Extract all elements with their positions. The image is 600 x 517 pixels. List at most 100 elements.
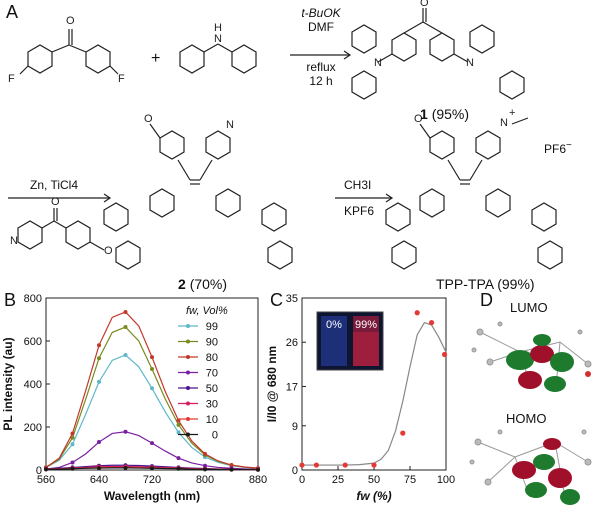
intensity-ratio-chart: 0 25 50 75 100 0 9 17 26 35 fw (%) I/I0 @ 680 nm 0% 9… [265,293,455,503]
pyridyl-ketone-structure [17,208,105,251]
series-point-99 [176,430,181,435]
step3-reagent-b: KPF6 [344,204,375,218]
series-point-0 [123,465,128,470]
y-tick-label: 35 [286,293,298,305]
step2-reagents: Zn, TiCl4 [30,178,79,192]
data-point [342,462,348,468]
legend-label-99: 99 [206,321,218,333]
panel-label-a: A [6,2,19,22]
y-tick-label: 200 [24,422,42,434]
plus-sign: + [151,50,161,67]
step1-temp: reflux [306,60,336,74]
svg-text:N: N [500,117,508,129]
x-tick-label: 75 [404,474,416,486]
product-label: TPP-TPA (99%) [436,276,535,292]
series-point-90 [97,356,101,361]
series-point-80 [203,451,207,456]
data-point [414,310,420,316]
y-tick-label: 26 [286,337,298,349]
series-point-0 [229,467,234,472]
series-point-0 [176,466,181,471]
data-point [429,319,435,326]
series-line-90 [45,326,259,469]
svg-text:O: O [51,196,60,208]
x-tick-label: 800 [196,474,214,486]
series-point-90 [70,435,75,440]
series-point-99 [97,379,101,384]
series-point-99 [150,386,154,391]
x-axis-label: fw (%) [356,489,391,503]
series-point-0 [203,467,207,472]
data-point [400,430,406,436]
x-tick-label: 880 [249,474,267,486]
y-axis-label: I/I0 @ 680 nm [265,346,279,422]
step1-reagents: t-BuOK DMF [296,6,346,34]
data-point [299,462,305,468]
svg-text:O: O [414,113,423,125]
x-tick-label: 640 [90,474,108,486]
step3-reagent-a: CH3I [344,178,372,192]
legend-label-30: 30 [206,399,218,411]
lumo-orbital-drawing [471,321,592,392]
legend-label-0: 0 [212,430,218,442]
compound-2-label: 2 (70%) [178,276,228,292]
series-point-80 [150,355,154,360]
svg-text:N: N [226,119,234,131]
x-tick-label: 720 [143,474,161,486]
legend-marker-99 [186,324,190,328]
series-point-70 [70,460,75,465]
x-tick-label: 25 [332,474,344,486]
legend-label-70: 70 [206,368,218,380]
orbital-diagram [469,321,592,505]
series-point-0 [97,466,101,471]
legend-marker-0 [186,432,190,437]
series-point-99 [123,352,128,357]
tpp-tpa-structure [385,117,563,270]
series-point-90 [123,325,128,330]
y-tick-label: 0 [292,465,298,477]
svg-text:N: N [374,57,382,69]
svg-text:O: O [420,0,429,9]
y-tick-label: 400 [24,379,42,391]
x-tick-label: 50 [368,474,380,486]
series-point-70 [203,463,207,468]
compound-1-structure [351,8,525,100]
homo-orbital-drawing [469,429,592,505]
y-tick-label: 600 [24,336,42,348]
x-tick-label: 0 [299,474,305,486]
legend-marker-80 [186,355,190,359]
y-tick-label: 9 [292,421,298,433]
data-point [441,351,448,358]
step1-conditions: reflux 12 h [296,60,346,88]
series-point-70 [150,441,154,446]
series-point-70 [97,440,101,445]
series-point-0 [256,467,260,472]
homo-label: HOMO [506,411,547,426]
difluorobenzophenone-structure [19,29,119,75]
svg-text:N: N [466,57,474,69]
svg-text:N: N [214,33,222,45]
series-point-70 [176,456,181,461]
series-point-90 [150,366,154,371]
svg-text:O: O [104,245,113,257]
legend-label-80: 80 [206,352,218,364]
diphenylamine-structure [179,43,257,74]
pf6-counterion: PF6− [544,140,572,156]
series-point-90 [176,422,181,427]
y-tick-label: 0 [36,465,42,477]
svg-text:O: O [144,113,153,125]
series-point-70 [123,429,128,434]
svg-text:N: N [10,235,18,247]
legend-label-90: 90 [206,337,218,349]
step1-time: 12 h [309,74,333,88]
data-point [371,462,377,468]
panel-label-c: C [270,290,283,310]
legend-title: fw, Vol% [186,305,228,317]
series-point-80 [70,431,75,436]
series-point-80 [97,343,101,348]
legend-label-50: 50 [206,383,218,395]
y-tick-label: 800 [24,293,42,305]
svg-text:F: F [8,73,15,85]
legend-label-10: 10 [206,414,218,426]
